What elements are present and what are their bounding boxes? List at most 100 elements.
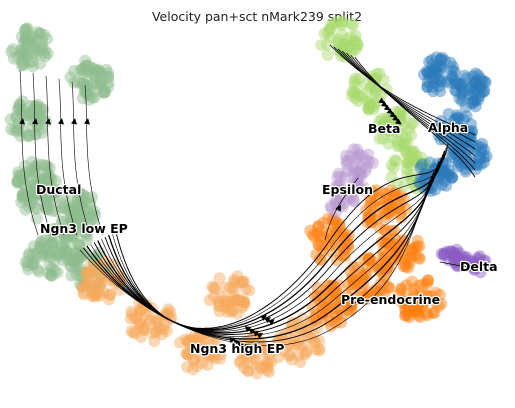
cell-point [334,182,347,195]
cell-point [65,269,78,282]
cell-point [320,305,333,318]
cell-point [203,347,216,360]
cell-point [45,269,58,282]
cell-point [207,337,220,350]
cell-point [37,47,50,60]
cell-point [74,217,87,230]
cell-point [330,293,342,306]
cell-point [89,70,102,83]
cell-point [86,91,99,104]
cell-point [428,76,441,89]
cell-point [371,120,384,133]
streamline-arrow [256,333,264,339]
cell-point [42,203,55,216]
cell-point [29,164,42,177]
cell-point [47,193,60,206]
cell-point [77,286,90,299]
cell-point [76,77,89,90]
cell-point [395,283,408,296]
cell-point [415,151,428,164]
cell-point [378,236,391,249]
cell-point [28,162,41,174]
cell-point [87,290,100,303]
cell-point [18,104,31,117]
cell-point [10,111,23,124]
cluster-label: Ductal [36,182,81,197]
cell-point [463,127,476,140]
cell-point [71,238,84,251]
cell-point [92,64,105,77]
cell-point [19,46,32,59]
cell-point [380,192,392,205]
cell-point [413,295,426,308]
cell-point [203,349,216,362]
cell-point [32,185,45,198]
cell-point [446,64,459,77]
cell-point [30,48,43,61]
cell-point [181,335,194,347]
cell-point [388,251,401,264]
cell-point [408,304,421,317]
cell-point [139,321,151,334]
cell-point [327,212,340,225]
cell-point [179,333,192,346]
cell-point [92,286,105,299]
cell-point [50,249,63,262]
cell-point [349,79,361,91]
cell-point [336,309,349,321]
cell-point [144,314,156,327]
cell-point [438,168,450,181]
cell-point [438,165,451,178]
cell-point [474,150,487,163]
cell-point [365,81,378,94]
cell-point [25,184,38,197]
cell-point [402,302,415,315]
cell-point [79,54,92,67]
cell-point [453,129,466,142]
cell-point [94,74,107,87]
cell-point [26,248,39,261]
cell-point [429,295,441,308]
cell-point [21,256,34,269]
cell-point [236,275,249,288]
cell-point [419,167,432,180]
cell-point [334,170,347,183]
cell-point [335,28,348,41]
streamline [45,75,65,236]
cell-point [421,274,434,287]
cell-point [19,160,31,172]
cell-point [408,283,420,296]
cell-point [440,179,452,192]
cell-point [371,213,383,226]
cell-point [470,256,483,269]
cell-point [467,96,480,109]
cell-point [68,208,81,221]
cell-point [435,297,448,310]
cell-point [354,168,367,181]
cell-point [444,245,457,258]
cell-point [164,305,176,318]
cell-point [425,290,438,303]
cell-point [31,26,44,39]
cell-point [360,161,373,174]
cell-point [313,253,326,266]
cell-point [380,265,393,277]
cell-point [369,85,382,98]
cell-point [400,162,413,175]
cell-point [99,85,112,98]
cell-point [4,113,17,126]
cell-point [26,105,39,118]
cell-point [40,242,53,255]
cell-point [468,86,481,99]
cell-point [349,273,362,286]
cell-point [15,48,28,61]
cell-point [19,32,32,45]
cell-point [67,220,80,232]
cell-point [407,117,419,130]
cell-point [25,155,38,168]
cell-point [322,279,335,292]
cell-point [350,43,363,55]
cell-point [467,94,480,107]
streamline-arrow [32,118,38,125]
cell-point [261,357,274,370]
